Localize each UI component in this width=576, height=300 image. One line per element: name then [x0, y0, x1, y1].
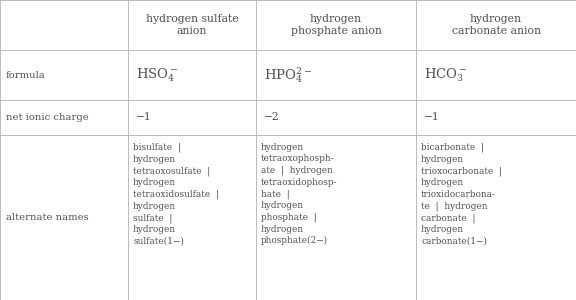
Text: hydrogen
carbonate anion: hydrogen carbonate anion: [452, 14, 540, 36]
Text: −2: −2: [264, 112, 279, 122]
Text: $\mathregular{HPO_4^{2-}}$: $\mathregular{HPO_4^{2-}}$: [264, 65, 312, 85]
Text: −1: −1: [424, 112, 439, 122]
Text: bisulfate  |
hydrogen
tetraoxosulfate  |
hydrogen
tetraoxidosulfate  |
hydrogen
: bisulfate | hydrogen tetraoxosulfate | h…: [133, 143, 219, 246]
Text: hydrogen sulfate
anion: hydrogen sulfate anion: [146, 14, 238, 36]
Text: $\mathregular{HSO_4^-}$: $\mathregular{HSO_4^-}$: [136, 66, 178, 84]
Text: formula: formula: [6, 70, 46, 80]
Text: hydrogen
tetraoxophosph-
ate  |  hydrogen
tetraoxidophosp-
hate  |
hydrogen
phos: hydrogen tetraoxophosph- ate | hydrogen …: [261, 143, 338, 245]
Text: alternate names: alternate names: [6, 213, 89, 222]
Text: hydrogen
phosphate anion: hydrogen phosphate anion: [290, 14, 381, 36]
Text: net ionic charge: net ionic charge: [6, 113, 89, 122]
Text: bicarbonate  |
hydrogen
trioxocarbonate  |
hydrogen
trioxidocarbona-
te  |  hydr: bicarbonate | hydrogen trioxocarbonate |…: [421, 143, 502, 246]
Text: −1: −1: [136, 112, 151, 122]
Text: $\mathregular{HCO_3^-}$: $\mathregular{HCO_3^-}$: [424, 66, 467, 84]
